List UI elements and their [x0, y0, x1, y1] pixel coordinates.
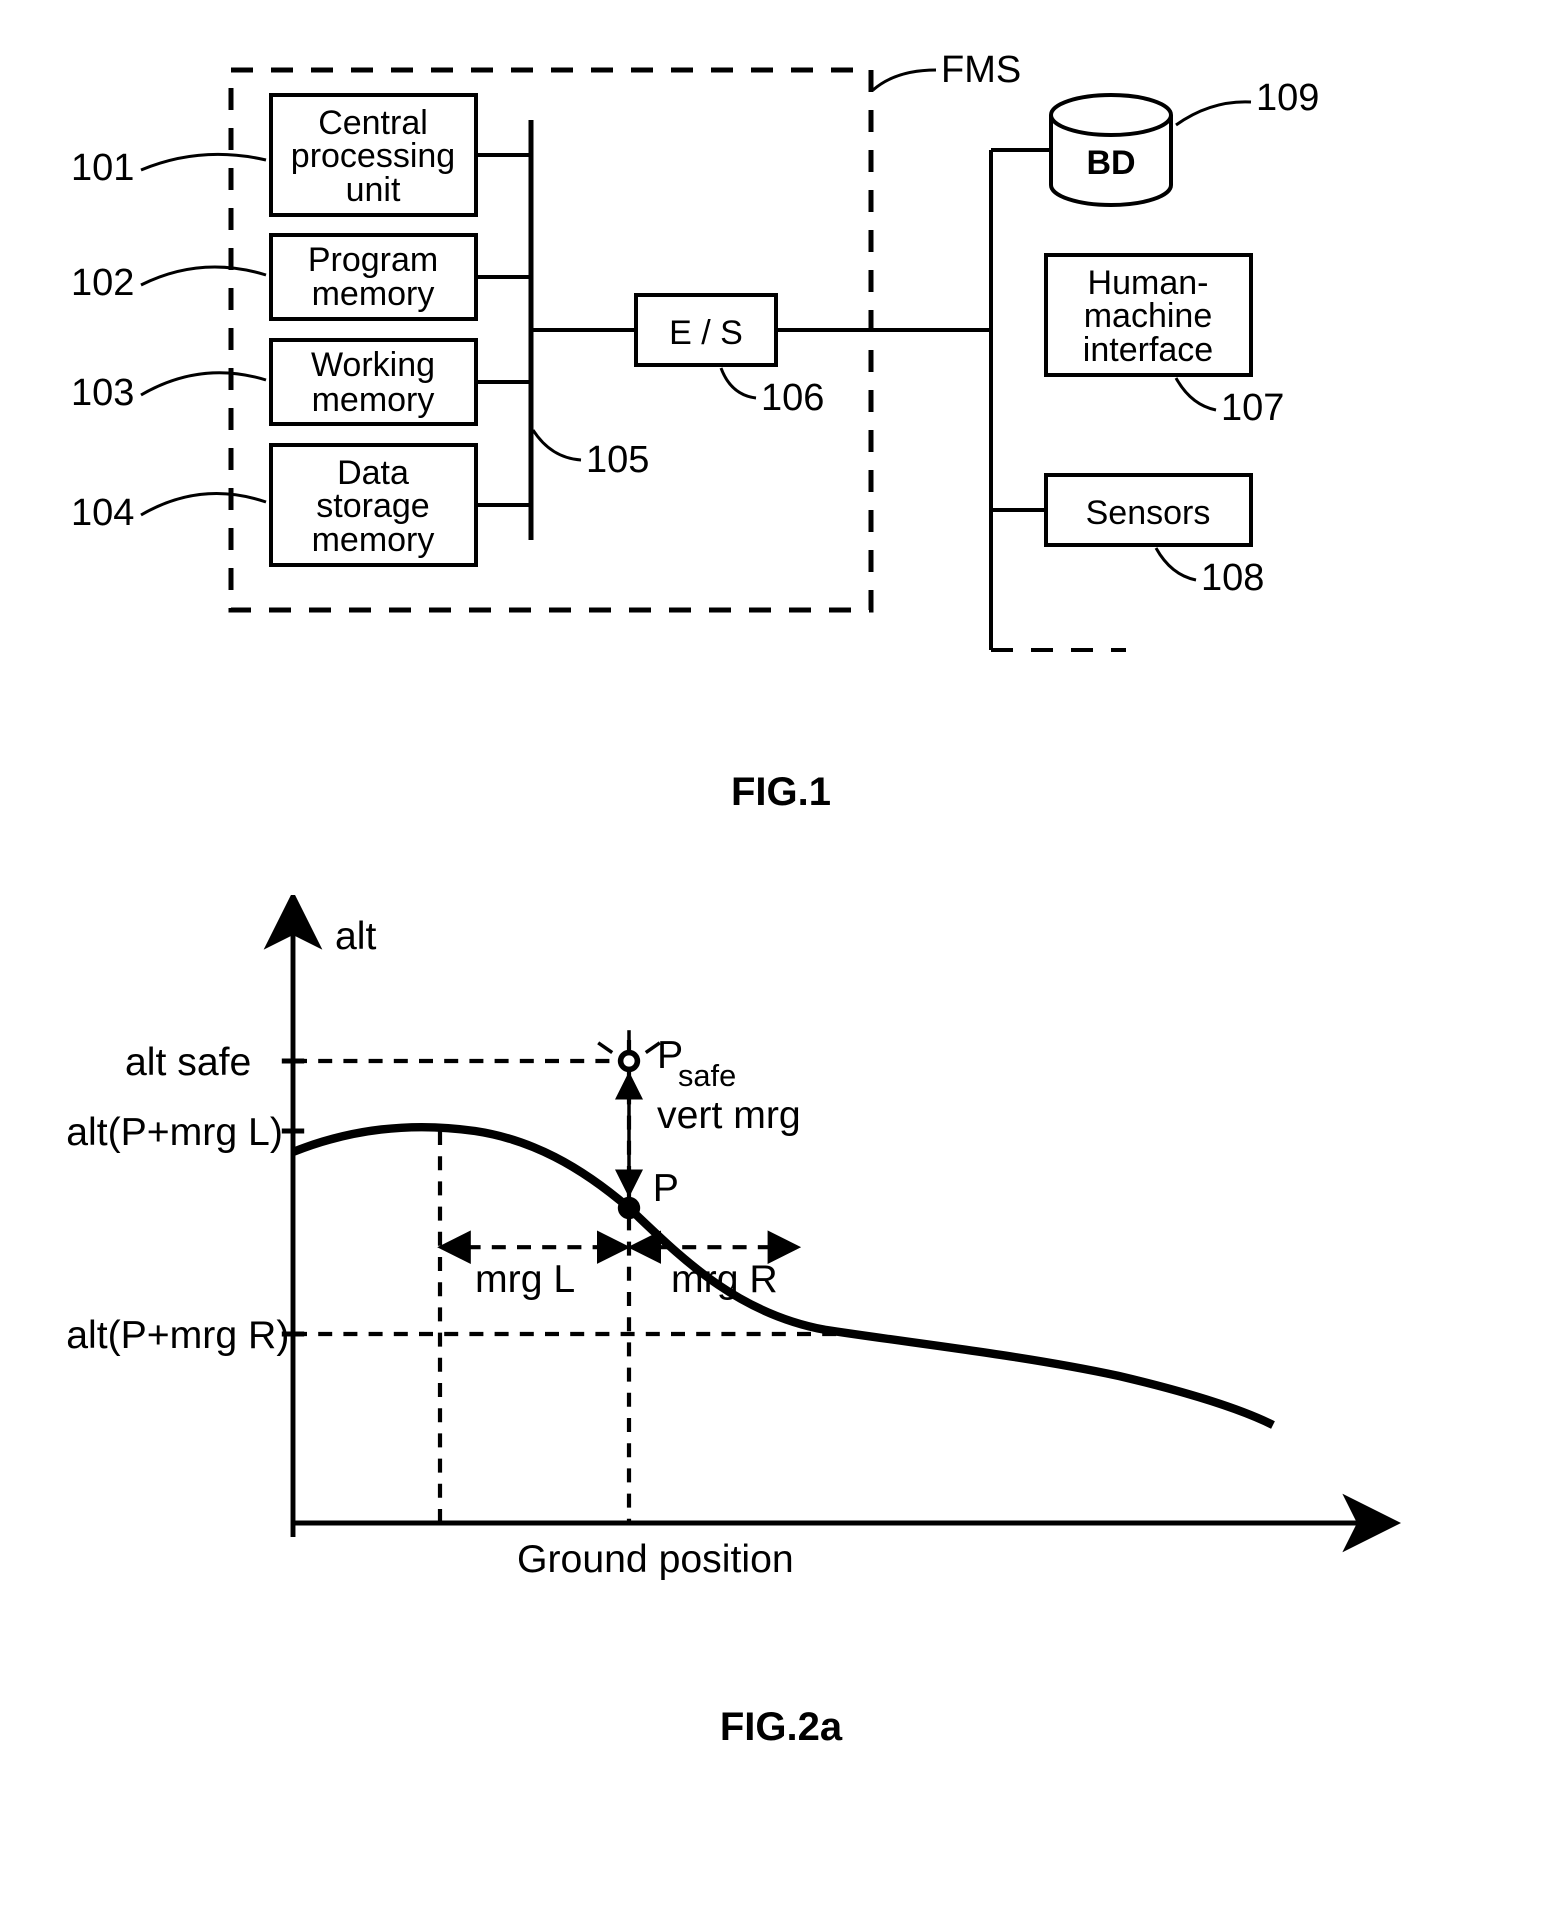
fig1-svg: Central processing unit Program memory W…	[41, 40, 1441, 740]
fig1-caption: FIG.1	[41, 770, 1521, 815]
bd-cylinder: BD	[1051, 95, 1171, 205]
p-dot	[618, 1197, 640, 1219]
leader-104	[141, 494, 266, 515]
vert-mrg-label: vert mrg	[657, 1094, 801, 1137]
ref-102: 102	[71, 262, 134, 304]
fms-label: FMS	[941, 49, 1021, 91]
leader-fms	[873, 70, 936, 90]
terrain-curve	[293, 1127, 1273, 1425]
label-alt-pmr: alt(P+mrg R)	[66, 1314, 289, 1357]
ref-101: 101	[71, 147, 134, 189]
ref-108: 108	[1201, 557, 1264, 599]
label-alt-safe: alt safe	[125, 1041, 251, 1084]
leader-105	[533, 430, 581, 460]
ref-106: 106	[761, 377, 824, 419]
cpu-label-2: processing	[291, 137, 455, 175]
leader-101	[141, 154, 266, 170]
psafe-label-sub: safe	[678, 1058, 736, 1093]
leader-108	[1156, 548, 1196, 580]
x-axis-label: Ground position	[517, 1538, 794, 1581]
leader-103	[141, 373, 266, 395]
hmi-label-3: interface	[1083, 331, 1213, 369]
mrgL-label: mrg L	[475, 1258, 575, 1301]
leader-106	[721, 368, 756, 398]
hmi-label-2: machine	[1084, 297, 1213, 335]
fig2a-svg: alt Ground position alt safe alt(P+mrg L…	[41, 895, 1441, 1675]
datamem-label-2: storage	[316, 487, 429, 525]
label-alt-pml: alt(P+mrg L)	[66, 1111, 283, 1154]
cpu-label-3: unit	[346, 171, 401, 209]
workmem-label-1: Working	[311, 346, 435, 384]
y-axis-label: alt	[335, 915, 377, 958]
sensors-label: Sensors	[1086, 494, 1211, 532]
figure-1: Central processing unit Program memory W…	[41, 40, 1521, 815]
mrgR-label: mrg R	[671, 1258, 778, 1301]
ref-109: 109	[1256, 77, 1319, 119]
progmem-label-2: memory	[312, 275, 435, 313]
leader-109	[1176, 102, 1251, 125]
ref-105: 105	[586, 439, 649, 481]
ref-103: 103	[71, 372, 134, 414]
leader-102	[141, 267, 266, 285]
fig2a-caption: FIG.2a	[41, 1705, 1521, 1750]
figure-2a: alt Ground position alt safe alt(P+mrg L…	[41, 895, 1521, 1750]
progmem-label-1: Program	[308, 241, 438, 279]
es-label: E / S	[669, 314, 743, 352]
bd-label: BD	[1086, 144, 1135, 182]
workmem-label-2: memory	[312, 381, 435, 419]
ref-107: 107	[1221, 387, 1284, 429]
p-label: P	[653, 1167, 679, 1210]
ref-104: 104	[71, 492, 134, 534]
leader-107	[1176, 378, 1216, 410]
datamem-label-3: memory	[312, 521, 435, 559]
